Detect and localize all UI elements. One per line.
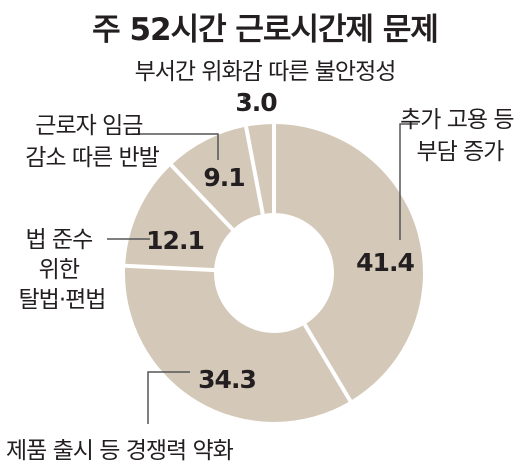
leader-line: [399, 123, 418, 240]
slice-value-label: 3.0: [235, 88, 277, 117]
label-line: 제품 출시 등 경쟁력 약화: [6, 438, 234, 464]
label-line: 근로자 임금: [35, 113, 142, 139]
slice-value-label: 34.3: [198, 365, 256, 394]
slice-separator: [302, 322, 353, 403]
donut-slices: [124, 123, 424, 423]
leader-lines: [107, 94, 418, 424]
slice-value-label: 12.1: [146, 226, 204, 255]
slice-category-label: 추가 고용 등 부담 증가: [400, 107, 520, 165]
donut-slice: [125, 265, 351, 423]
slice-value-label: 41.4: [356, 248, 414, 277]
donut-slice: [246, 124, 274, 215]
leader-line: [147, 371, 190, 424]
slice-category-label: 법 준수 위한 탈법·편법: [19, 227, 106, 313]
slice-category-label: 근로자 임금 감소 따른 반발: [25, 113, 159, 171]
slice-separator: [243, 125, 265, 216]
label-line: 감소 따른 반발: [25, 145, 159, 171]
label-line: 법 준수: [25, 227, 92, 253]
label-line: 탈법·편법: [19, 287, 106, 313]
slice-value-label: 9.1: [203, 163, 244, 192]
chart-title: 주 52시간 근로시간제 문제: [92, 12, 439, 48]
label-line: 부담 증가: [417, 139, 505, 165]
donut-slice: [125, 165, 233, 271]
slice-separator: [124, 263, 216, 273]
leader-line: [132, 133, 219, 160]
label-line: 부서간 위화감 따른 불안정성: [135, 59, 396, 85]
center-percent-label: %: [239, 229, 317, 319]
donut-slice: [171, 126, 263, 230]
label-line: 위한: [39, 257, 80, 283]
label-line: 추가 고용 등: [400, 107, 513, 133]
slice-separator: [169, 163, 235, 232]
slice-category-label: 부서간 위화감 따른 불안정성: [135, 59, 396, 85]
slice-category-label: 제품 출시 등 경쟁력 약화: [6, 438, 234, 464]
